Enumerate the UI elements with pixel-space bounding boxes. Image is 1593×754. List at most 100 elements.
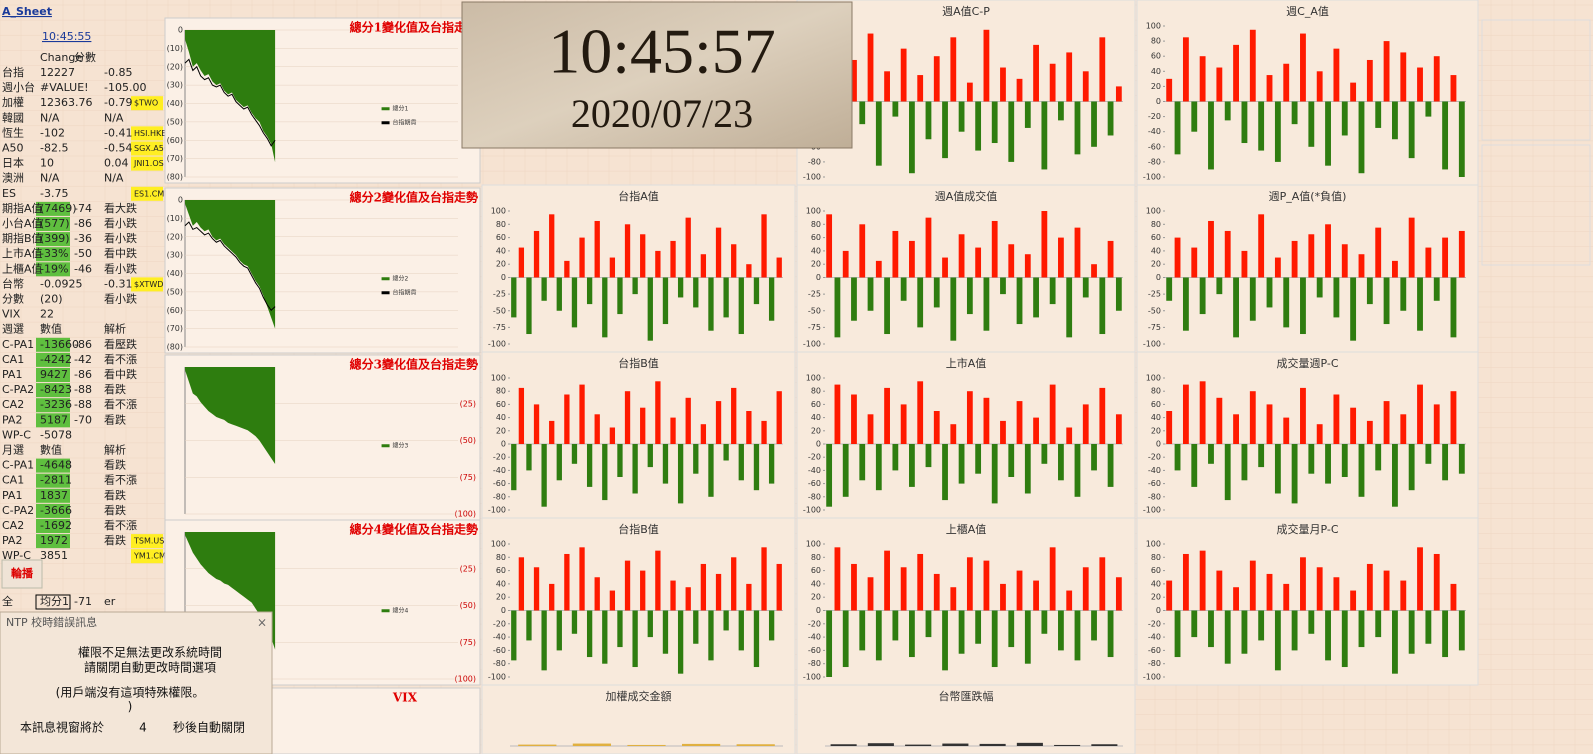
cell-fill	[36, 383, 70, 398]
cell-text: 解析	[104, 443, 126, 457]
y-tick-label: 60	[496, 233, 506, 242]
y-tick-label: (100)	[454, 675, 476, 684]
chart-frame	[271, 687, 481, 754]
y-tick-label: 80	[811, 220, 821, 229]
cell-text: 看小跌	[104, 231, 137, 245]
bar	[1233, 44, 1239, 102]
y-tick-label: 60	[1151, 52, 1161, 61]
clock-panel	[461, 1, 853, 149]
y-tick-label: 20	[1151, 82, 1161, 91]
y-tick-label: 100	[806, 207, 821, 216]
y-tick-label: -60	[493, 646, 506, 655]
bar	[579, 384, 585, 444]
bar	[1392, 260, 1398, 278]
bar	[571, 444, 578, 464]
bar	[1199, 381, 1206, 444]
cell-fill	[36, 247, 70, 262]
bar	[632, 444, 638, 494]
bar	[708, 610, 714, 661]
bar	[1450, 583, 1457, 611]
y-tick-label: 40	[496, 246, 506, 255]
bar	[933, 411, 940, 444]
area	[185, 532, 276, 650]
dialog-line: 請關閉自動更改時間選項	[84, 661, 216, 675]
bar	[677, 610, 684, 674]
y-tick-label: -100	[803, 340, 821, 349]
bar	[942, 101, 948, 159]
cell-text: 澳洲	[2, 172, 24, 185]
y-tick-label: -50	[1148, 306, 1161, 315]
dialog-close[interactable]: ×	[257, 616, 267, 630]
y-tick-label: -50	[808, 306, 821, 315]
y-tick-label: 60	[496, 400, 506, 409]
dialog-line: )	[128, 700, 133, 714]
bar	[1008, 444, 1015, 477]
bar	[892, 444, 899, 471]
bar	[549, 583, 555, 611]
sheet-tab[interactable]: A_Sheet	[2, 5, 52, 18]
cell-fill	[131, 141, 163, 156]
dialog-title: NTP 校時錯誤訊息	[6, 615, 97, 629]
y-tick-label: 20	[496, 593, 506, 602]
button-label[interactable]: 輪播	[11, 566, 34, 580]
bar	[609, 257, 616, 278]
bar	[884, 550, 890, 611]
bar	[685, 397, 691, 444]
bar	[1249, 560, 1256, 611]
bar	[909, 610, 915, 658]
cell-text: 看不漲	[104, 473, 137, 487]
bar	[1107, 240, 1114, 278]
cell-text: N/A	[104, 111, 124, 124]
y-tick-label: -20	[1148, 453, 1161, 462]
bar	[541, 444, 547, 507]
bar	[867, 33, 874, 102]
y-tick-label: (80)	[167, 343, 183, 352]
bar	[1358, 101, 1365, 174]
cell-text: 月選	[2, 444, 24, 457]
y-tick-label: -60	[808, 479, 821, 488]
bar	[942, 610, 948, 671]
legend-swatch	[381, 277, 390, 281]
y-tick-label: 80	[496, 220, 506, 229]
bar	[983, 277, 990, 331]
bar	[975, 247, 982, 278]
y-tick-label: -100	[803, 173, 821, 182]
bar	[1442, 101, 1449, 170]
y-tick-label: -75	[808, 323, 821, 332]
bar	[1450, 277, 1457, 338]
cell-text: 數值	[40, 444, 62, 457]
bar	[1058, 610, 1064, 651]
button-face[interactable]	[1, 559, 43, 589]
bar	[1258, 444, 1265, 468]
bar	[586, 277, 593, 305]
bar	[518, 247, 525, 278]
y-tick-label: 60	[1151, 400, 1161, 409]
bar	[1316, 424, 1323, 444]
y-tick-label: (25)	[460, 399, 476, 408]
y-tick-label: 20	[496, 260, 506, 269]
y-tick-label: 60	[1151, 566, 1161, 575]
cell-text: C-PA2	[2, 383, 34, 396]
bar	[1358, 610, 1365, 648]
bar	[1241, 610, 1248, 654]
y-tick-label: -100	[803, 673, 821, 682]
bar	[942, 743, 969, 746]
cell-text: 看跌	[104, 458, 126, 472]
y-tick-label: 0	[816, 440, 821, 449]
cell-text: JNI1.OSE	[133, 159, 169, 168]
bar	[1341, 444, 1348, 477]
y-tick-label: -40	[493, 633, 506, 642]
cell-text: -4648	[40, 459, 72, 472]
bar	[640, 570, 646, 611]
bar	[1000, 67, 1006, 102]
cell-fill	[36, 413, 70, 428]
cell-text: 看小跌	[104, 292, 137, 306]
cell-text: 3851	[40, 549, 68, 562]
cell-text: -50	[74, 247, 92, 260]
bar	[1054, 744, 1081, 746]
bar	[1191, 247, 1198, 278]
button[interactable]: 輪播	[1, 559, 43, 589]
bar	[723, 610, 729, 631]
clock-date: 2020/07/23	[571, 91, 753, 136]
y-tick-label: 20	[1151, 260, 1161, 269]
